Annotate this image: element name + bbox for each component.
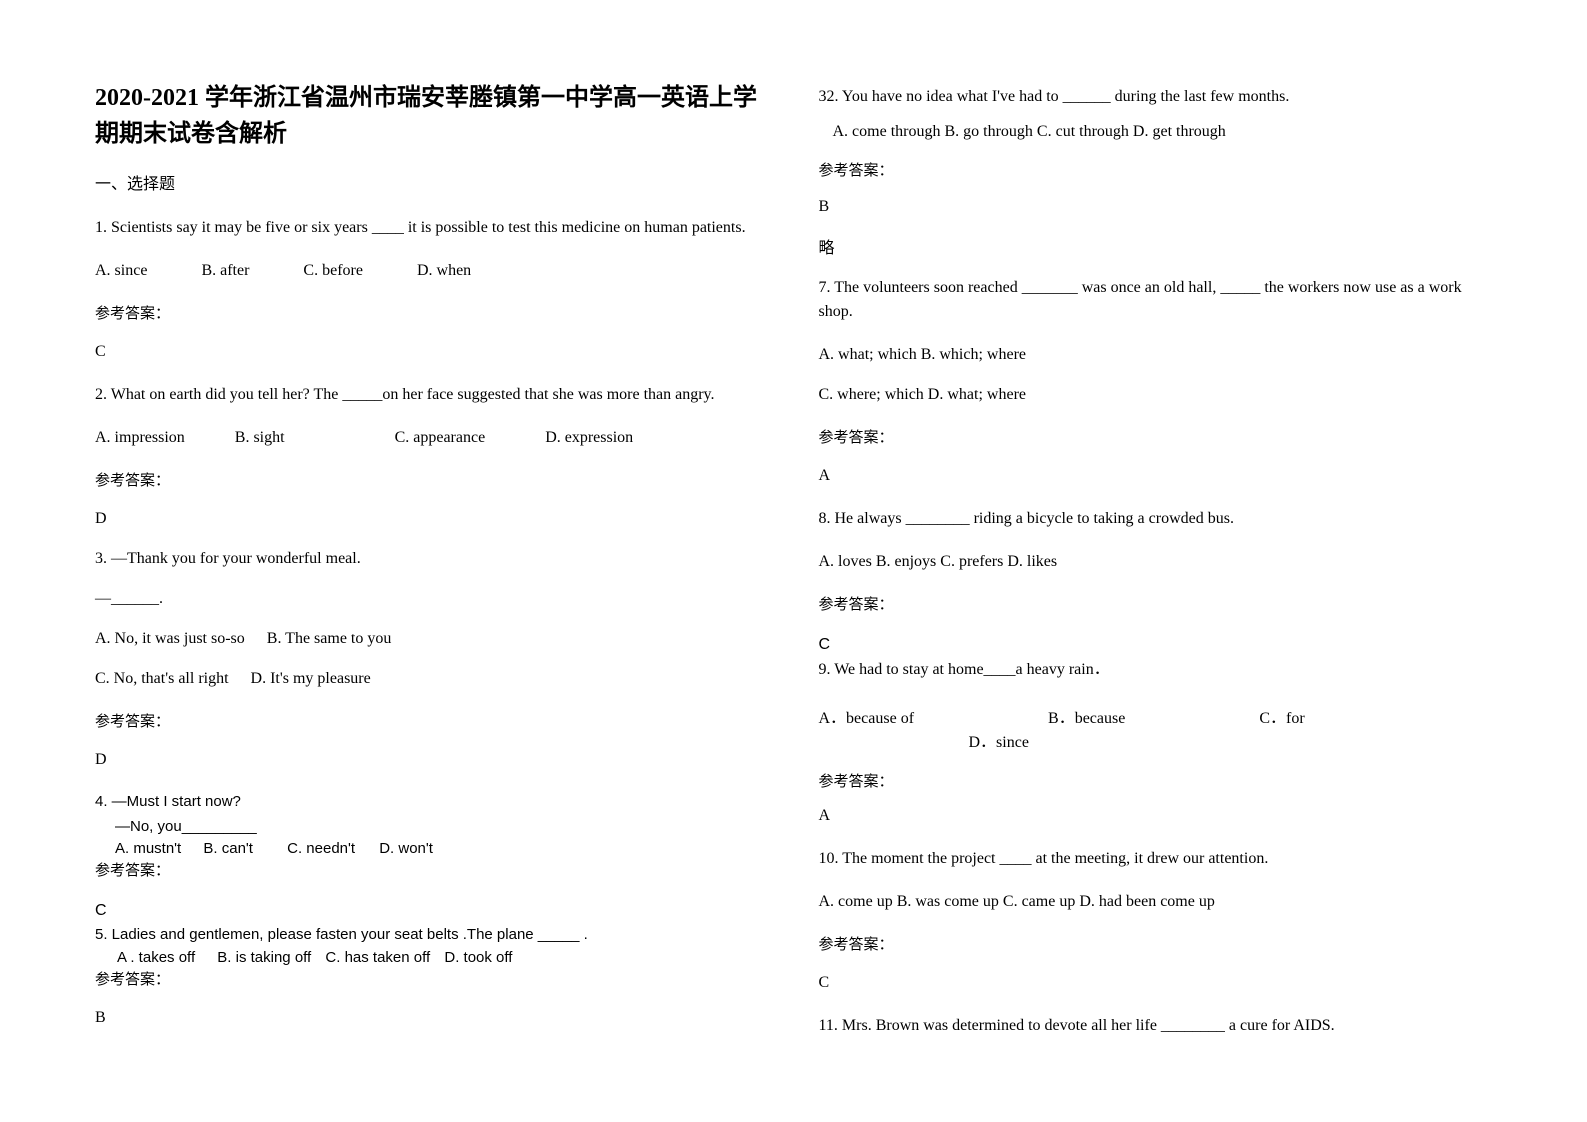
q1-answer: C xyxy=(95,343,769,361)
question-10-options: A. come up B. was come up C. came up D. … xyxy=(819,893,1493,911)
q3-opt-d: D. It's my pleasure xyxy=(251,670,371,688)
q3-opt-b: B. The same to you xyxy=(267,630,392,648)
question-4-line2: ―No, you_________ xyxy=(115,816,769,839)
q5-opt-d: D. took off xyxy=(444,949,512,966)
q4-opt-a: A. mustn't xyxy=(115,840,181,857)
q9-answer: A xyxy=(819,807,1493,825)
q2-answer: D xyxy=(95,510,769,528)
q5-opt-c: C. has taken off xyxy=(325,949,430,966)
question-9-options: A．because of B．because C．for D．since xyxy=(819,704,1493,752)
question-5-options: A . takes off B. is taking off C. has ta… xyxy=(95,949,769,966)
question-8-text: 8. He always ________ riding a bicycle t… xyxy=(819,507,1493,531)
question-8-options: A. loves B. enjoys C. prefers D. likes xyxy=(819,553,1493,571)
q9-opt-b: B．because xyxy=(1048,704,1125,728)
question-9-text: 9. We had to stay at home____a heavy rai… xyxy=(819,658,1493,682)
question-5-text: 5. Ladies and gentlemen, please fasten y… xyxy=(95,924,769,947)
q5-opt-a: A . takes off xyxy=(117,949,195,966)
answer-label: 参考答案： xyxy=(95,710,769,731)
answer-label: 参考答案： xyxy=(819,933,1493,954)
q7-answer: A xyxy=(819,467,1493,485)
q2-opt-d: D. expression xyxy=(545,429,633,447)
q4-opt-d: D. won't xyxy=(379,840,433,857)
question-4-line1: 4. ―Must I start now? xyxy=(95,791,769,814)
q10-answer: C xyxy=(819,974,1493,992)
q3-answer: D xyxy=(95,751,769,769)
q5-answer: B xyxy=(95,1009,769,1027)
q6-answer: B xyxy=(819,198,1493,216)
question-3-line2: —______. xyxy=(95,590,769,608)
answer-label: 参考答案： xyxy=(95,968,769,989)
q9-opt-c: C．for xyxy=(1259,704,1304,728)
q4-answer: C xyxy=(95,900,769,922)
question-4-options: A. mustn't B. can't C. needn't D. won't xyxy=(95,840,769,857)
answer-label: 参考答案： xyxy=(819,770,1493,791)
q5-opt-b: B. is taking off xyxy=(217,949,311,966)
q2-opt-c: C. appearance xyxy=(395,429,486,447)
question-1-options: A. since B. after C. before D. when xyxy=(95,262,769,280)
q4-opt-c: C. needn't xyxy=(287,840,355,857)
question-11-text: 11. Mrs. Brown was determined to devote … xyxy=(819,1014,1493,1038)
section-heading: 一、选择题 xyxy=(95,170,769,194)
answer-label: 参考答案： xyxy=(819,159,1493,180)
q4-opt-b: B. can't xyxy=(203,840,253,857)
question-3-line1: 3. —Thank you for your wonderful meal. xyxy=(95,550,769,568)
question-7-options-row1: A. what; which B. which; where xyxy=(819,346,1493,364)
answer-label: 参考答案： xyxy=(95,302,769,323)
answer-label: 参考答案： xyxy=(819,593,1493,614)
question-7-options-row2: C. where; which D. what; where xyxy=(819,386,1493,404)
q1-opt-b: B. after xyxy=(201,262,249,280)
answer-label: 参考答案： xyxy=(95,859,769,880)
right-column: 32. You have no idea what I've had to __… xyxy=(819,80,1493,1082)
answer-label: 参考答案： xyxy=(819,426,1493,447)
question-2-text: 2. What on earth did you tell her? The _… xyxy=(95,383,769,407)
q8-answer: C xyxy=(819,634,1493,656)
question-1-text: 1. Scientists say it may be five or six … xyxy=(95,216,769,240)
question-3-options-row2: C. No, that's all right D. It's my pleas… xyxy=(95,670,769,688)
q1-opt-a: A. since xyxy=(95,262,147,280)
omit-label: 略 xyxy=(819,234,1493,258)
question-7-text: 7. The volunteers soon reached _______ w… xyxy=(819,276,1493,324)
q1-opt-c: C. before xyxy=(303,262,363,280)
q3-opt-a: A. No, it was just so-so xyxy=(95,630,245,648)
question-3-options-row1: A. No, it was just so-so B. The same to … xyxy=(95,630,769,648)
document-title: 2020-2021 学年浙江省温州市瑞安莘塍镇第一中学高一英语上学期期末试卷含解… xyxy=(95,80,769,152)
q2-opt-a: A. impression xyxy=(95,429,185,447)
question-2-options: A. impression B. sight C. appearance D. … xyxy=(95,429,769,447)
q3-opt-c: C. No, that's all right xyxy=(95,670,229,688)
q1-opt-d: D. when xyxy=(417,262,471,280)
q9-opt-d: D．since xyxy=(969,728,1029,752)
answer-label: 参考答案： xyxy=(95,469,769,490)
question-6-text: 32. You have no idea what I've had to __… xyxy=(819,85,1493,109)
question-6-options: A. come through B. go through C. cut thr… xyxy=(833,123,1493,141)
q9-opt-a: A．because of xyxy=(819,704,915,728)
question-10-text: 10. The moment the project ____ at the m… xyxy=(819,847,1493,871)
q2-opt-b: B. sight xyxy=(235,429,285,447)
left-column: 2020-2021 学年浙江省温州市瑞安莘塍镇第一中学高一英语上学期期末试卷含解… xyxy=(95,80,769,1082)
exam-page: 2020-2021 学年浙江省温州市瑞安莘塍镇第一中学高一英语上学期期末试卷含解… xyxy=(0,0,1587,1122)
